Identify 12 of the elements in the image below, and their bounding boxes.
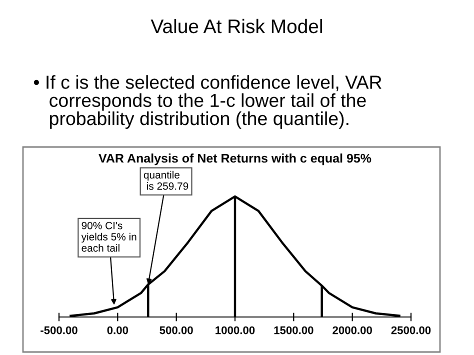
x-tick-label: 500.00 (160, 326, 193, 334)
x-tick-label: 0.00 (107, 326, 128, 334)
annotation: 90% CI's yields 5% in each tail (81, 222, 136, 252)
x-tick-label: 2000.00 (332, 326, 372, 334)
chart-subtitle: • If c is the selected confidence level, VAR corresponds to the 1-c lower tail of the probability distribution (the quantile). (34, 75, 382, 129)
chart-title: Value At Risk Model (150, 18, 322, 34)
x-tick-label: 1500.00 (274, 326, 314, 334)
text: VAR Analysis of Net Returns with c equal 95% (98, 153, 372, 166)
annotation: quantile is 259.79 (144, 170, 188, 190)
x-tick-label: 2500.00 (391, 326, 431, 334)
x-tick-label: 1000.00 (216, 326, 255, 334)
x-tick-label: -500.00 (40, 326, 78, 334)
